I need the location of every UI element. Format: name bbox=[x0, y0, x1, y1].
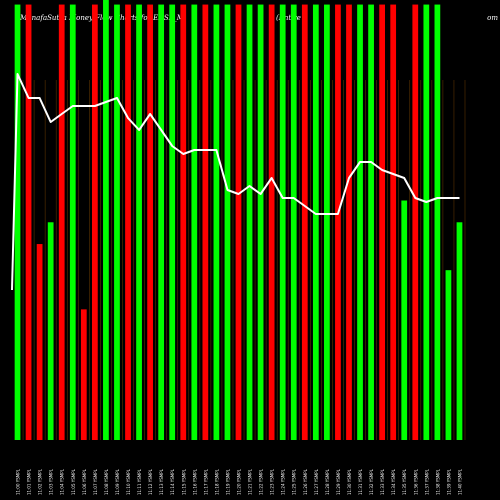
bar-13 bbox=[158, 4, 165, 440]
x-tick-label: 11:38 YSMPL bbox=[435, 468, 440, 495]
bar-17 bbox=[202, 4, 209, 440]
bar-29 bbox=[335, 4, 341, 440]
chart-subtitle: (Entire bbox=[276, 14, 301, 22]
bar-34 bbox=[390, 4, 397, 440]
bar-36 bbox=[412, 4, 419, 440]
bar-30 bbox=[346, 4, 352, 440]
bar-20 bbox=[235, 4, 242, 440]
bar-18 bbox=[213, 4, 220, 440]
x-tick-label: 11:18 YSMPL bbox=[214, 468, 219, 495]
x-tick-label: 11:29 YSMPL bbox=[336, 468, 341, 495]
bar-11 bbox=[136, 4, 142, 440]
bar-2 bbox=[36, 244, 43, 440]
x-tick-label: 11:24 YSMPL bbox=[281, 468, 286, 495]
bar-12 bbox=[147, 4, 153, 440]
x-tick-label: 11:06 YSMPL bbox=[82, 468, 87, 495]
bar-31 bbox=[357, 4, 363, 440]
bar-4 bbox=[58, 4, 65, 440]
bar-22 bbox=[257, 4, 264, 440]
bar-25 bbox=[290, 4, 297, 440]
x-tick-label: 11:10 YSMPL bbox=[126, 468, 131, 495]
bar-24 bbox=[279, 4, 286, 440]
bar-8 bbox=[103, 0, 109, 440]
bar-37 bbox=[423, 4, 430, 440]
site-label: om bbox=[487, 14, 498, 22]
x-tick-label: 11:00 YSMPL bbox=[16, 468, 21, 495]
x-tick-label: 11:39 YSMPL bbox=[446, 468, 451, 495]
bar-19 bbox=[224, 4, 231, 440]
bar-21 bbox=[246, 4, 253, 440]
x-tick-label: 11:32 YSMPL bbox=[369, 468, 374, 495]
bar-27 bbox=[312, 4, 319, 440]
bar-3 bbox=[47, 222, 54, 440]
bar-15 bbox=[180, 4, 187, 440]
x-tick-label: 11:17 YSMPL bbox=[203, 468, 208, 495]
x-tick-label: 11:11 YSMPL bbox=[137, 468, 142, 495]
bar-7 bbox=[91, 4, 98, 440]
bar-33 bbox=[379, 4, 386, 440]
x-tick-label: 11:25 YSMPL bbox=[292, 468, 297, 495]
x-tick-label: 11:08 YSMPL bbox=[104, 468, 109, 495]
bar-39 bbox=[445, 270, 452, 440]
bar-35 bbox=[401, 200, 408, 440]
bar-28 bbox=[324, 4, 330, 440]
x-tick-label: 11:23 YSMPL bbox=[270, 468, 275, 495]
bar-1 bbox=[25, 4, 32, 440]
x-tick-label: 11:36 YSMPL bbox=[413, 468, 418, 495]
x-tick-label: 11:28 YSMPL bbox=[325, 468, 330, 495]
x-tick-label: 11:26 YSMPL bbox=[303, 468, 308, 495]
x-tick-label: 11:13 YSMPL bbox=[159, 468, 164, 495]
x-tick-label: 11:12 YSMPL bbox=[148, 468, 153, 495]
bar-38 bbox=[434, 4, 441, 440]
x-tick-label: 11:15 YSMPL bbox=[181, 468, 186, 495]
x-tick-label: 11:22 YSMPL bbox=[259, 468, 264, 495]
x-tick-label: 11:31 YSMPL bbox=[358, 468, 363, 495]
x-tick-label: 11:19 YSMPL bbox=[225, 468, 230, 495]
x-tick-label: 11:05 YSMPL bbox=[71, 468, 76, 495]
x-tick-label: 11:04 YSMPL bbox=[60, 468, 65, 495]
x-tick-label: 11:01 YSMPL bbox=[27, 468, 32, 495]
bar-26 bbox=[301, 4, 308, 440]
x-tick-label: 11:37 YSMPL bbox=[424, 468, 429, 495]
chart-title: MunafaSutra Money Flow Charts for EDSL_M bbox=[20, 14, 184, 22]
x-tick-label: 11:21 YSMPL bbox=[248, 468, 253, 495]
x-tick-label: 11:14 YSMPL bbox=[170, 468, 175, 495]
x-tick-label: 11:34 YSMPL bbox=[391, 468, 396, 495]
bar-0 bbox=[14, 4, 21, 440]
x-tick-label: 11:03 YSMPL bbox=[49, 468, 54, 495]
bar-14 bbox=[169, 4, 176, 440]
x-tick-label: 11:27 YSMPL bbox=[314, 468, 319, 495]
x-tick-label: 11:02 YSMPL bbox=[38, 468, 43, 495]
bar-9 bbox=[114, 4, 120, 440]
bar-32 bbox=[368, 4, 374, 440]
x-tick-label: 11:16 YSMPL bbox=[192, 468, 197, 495]
x-tick-label: 11:20 YSMPL bbox=[237, 468, 242, 495]
x-tick-label: 11:07 YSMPL bbox=[93, 468, 98, 495]
x-tick-label: 11:35 YSMPL bbox=[402, 468, 407, 495]
bar-23 bbox=[268, 4, 275, 440]
bar-16 bbox=[191, 4, 198, 440]
bar-40 bbox=[456, 222, 463, 440]
x-tick-label: 11:09 YSMPL bbox=[115, 468, 120, 495]
money-flow-line bbox=[11, 73, 460, 291]
x-tick-label: 11:33 YSMPL bbox=[380, 468, 385, 495]
bar-5 bbox=[69, 4, 76, 440]
x-tick-label: 11:30 YSMPL bbox=[347, 468, 352, 495]
bar-10 bbox=[125, 4, 131, 440]
x-tick-label: 11:40 YSMPL bbox=[457, 468, 462, 495]
bar-6 bbox=[80, 309, 87, 440]
